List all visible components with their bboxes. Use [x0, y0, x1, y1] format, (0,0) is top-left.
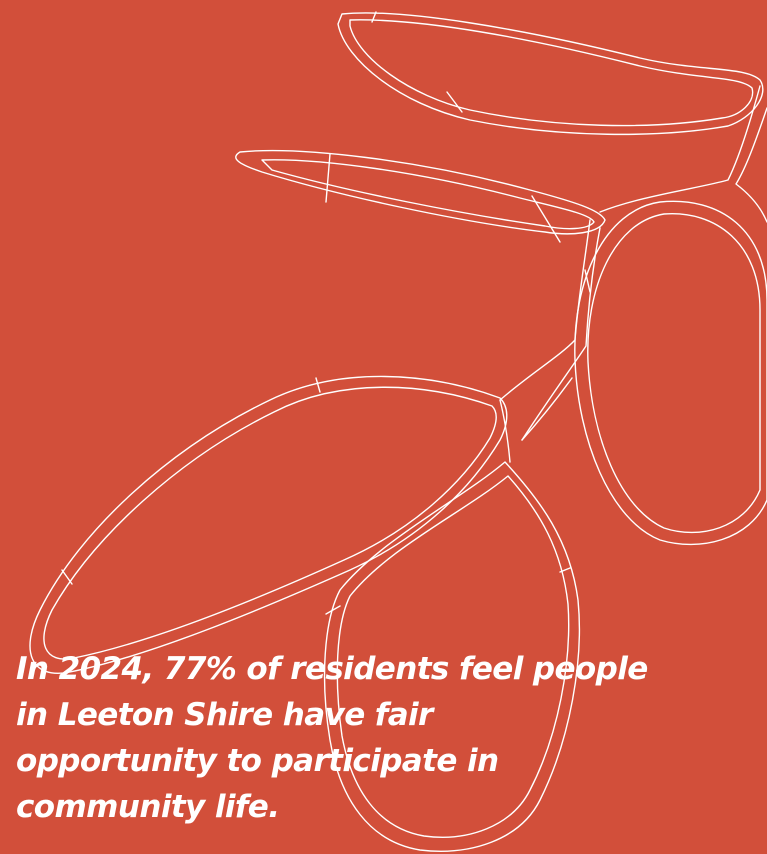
statement-line-1: In 2024, 77% of residents feel people — [16, 651, 648, 687]
leaf-outline-icon — [235, 149, 606, 243]
statistic-statement: In 2024, 77% of residents feel people in… — [16, 646, 656, 830]
leaf-outline-icon — [337, 11, 764, 136]
statement-line-2: in Leeton Shire have fair — [16, 697, 433, 733]
leaf-outline-icon — [323, 461, 581, 852]
leaf-outline-icon — [29, 375, 508, 674]
statement-line-3: opportunity to participate in — [16, 743, 499, 779]
leaf-outline-icon — [574, 200, 767, 546]
stem-outline — [499, 85, 767, 463]
statement-line-4: community life. — [16, 789, 280, 825]
